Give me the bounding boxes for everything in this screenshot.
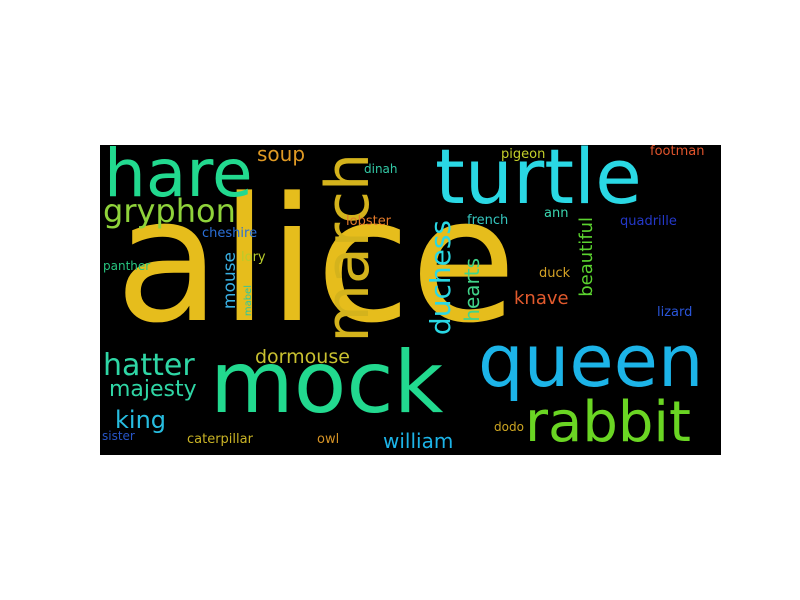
word-alice: alice: [115, 160, 517, 361]
word-duck: duck: [539, 266, 571, 281]
word-gryphon: gryphon: [103, 192, 236, 230]
word-hearts: hearts: [460, 258, 484, 322]
word-pigeon: pigeon: [501, 147, 546, 162]
word-soup: soup: [257, 145, 306, 166]
word-cheshire: cheshire: [202, 226, 258, 241]
word-ann: ann: [544, 206, 569, 221]
word-sister: sister: [102, 429, 135, 443]
word-king: king: [115, 406, 167, 434]
word-dormouse: dormouse: [255, 346, 350, 368]
word-cloud: alice mock turtle queen rabbit hare marc…: [100, 145, 721, 455]
word-footman: footman: [650, 145, 705, 159]
word-dinah: dinah: [364, 162, 398, 176]
word-french: french: [467, 213, 509, 228]
word-majesty: majesty: [109, 377, 197, 402]
word-dodo: dodo: [494, 420, 524, 434]
word-owl: owl: [317, 432, 340, 447]
word-duchess: duchess: [424, 220, 457, 336]
word-hatter: hatter: [103, 348, 195, 383]
word-beautiful: beautiful: [576, 217, 597, 297]
word-william: william: [383, 429, 454, 453]
word-lory: lory: [241, 250, 266, 265]
word-queen: queen: [478, 319, 704, 403]
word-caterpillar: caterpillar: [187, 432, 253, 447]
word-lobster: lobster: [346, 214, 392, 229]
word-knave: knave: [514, 288, 569, 309]
word-rabbit: rabbit: [525, 390, 691, 455]
word-turtle: turtle: [435, 145, 642, 221]
word-mouse: mouse: [220, 252, 240, 310]
word-mock: mock: [210, 333, 444, 433]
word-lizard: lizard: [657, 305, 693, 320]
word-quadrille: quadrille: [620, 214, 677, 229]
word-panther: panther: [103, 259, 151, 273]
word-hare: hare: [104, 145, 253, 212]
word-march: march: [313, 153, 383, 343]
word-mabel: mabel: [243, 285, 254, 317]
